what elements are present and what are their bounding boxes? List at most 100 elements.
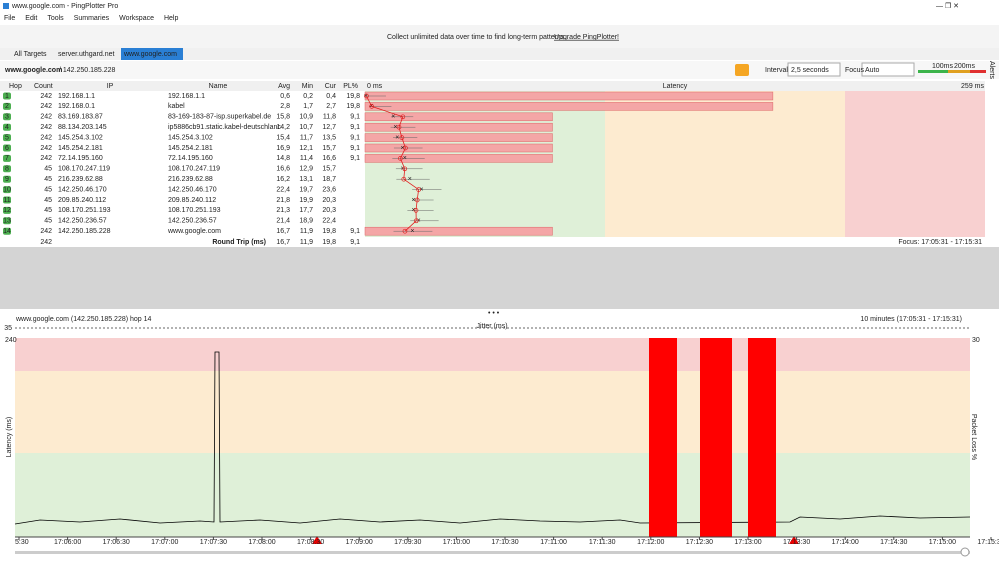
cell: 13 [3, 218, 11, 225]
cell: 2,8 [280, 103, 290, 110]
avg-marker [403, 145, 408, 151]
cell: 19,9 [299, 197, 313, 204]
x-tick-label: 17:13:00 [734, 539, 761, 546]
menu-item[interactable]: Tools [47, 15, 64, 22]
cell: 12,7 [322, 124, 336, 131]
avg-marker [369, 104, 375, 109]
cell: 16,2 [276, 176, 290, 183]
x-tick-label: 17:13:30 [783, 539, 810, 546]
cell: 0,6 [280, 93, 290, 100]
cell: 19,7 [299, 186, 313, 193]
graph-max: 259 ms [961, 83, 984, 90]
timeline-title: www.google.com (142.250.185.228) hop 14 [15, 316, 152, 323]
cell: 142.250.46.170 [168, 186, 217, 193]
x-tick-label: 17:09:30 [394, 539, 421, 546]
interval-value: 2,5 seconds [791, 67, 829, 74]
interval-select[interactable] [787, 62, 841, 77]
cell: 5 [5, 134, 9, 141]
x-tick-label: 17:12:30 [686, 539, 713, 546]
cell: 72.14.195.160 [168, 155, 213, 162]
cell: 108.170.247.119 [58, 166, 110, 173]
cell: 242 [40, 228, 52, 235]
cell: 14 [3, 228, 11, 235]
cell: 19,8 [346, 93, 360, 100]
summary-count: 242 [40, 239, 52, 246]
cell: 209.85.240.112 [168, 197, 216, 204]
cell: 10,9 [299, 114, 313, 121]
cell: kabel [168, 103, 185, 110]
menu-item[interactable]: Help [164, 15, 179, 22]
summary-cur: 19,8 [322, 239, 336, 246]
cur-marker: × [364, 93, 368, 100]
menu-item[interactable]: Edit [25, 15, 37, 22]
cell: 11,8 [323, 114, 336, 121]
packet-loss-bar [364, 133, 553, 142]
banner-link[interactable]: Upgrade PingPlotter! [554, 34, 619, 41]
packet-loss-bar [364, 112, 553, 122]
x-tick-label: 17:07:00 [151, 539, 178, 546]
svg-text:— ❐ ✕: — ❐ ✕ [936, 2, 959, 10]
y-max: 240 [5, 337, 17, 344]
hop-badge [3, 186, 11, 194]
cell: 7 [5, 155, 9, 162]
hop-badge [3, 165, 11, 173]
cell: 12 [3, 207, 11, 214]
cell: 45 [44, 176, 52, 183]
cell: 16,9 [276, 145, 290, 152]
x-tick-label: 17:15:00 [929, 539, 956, 546]
x-tick-label: 17:11:30 [589, 539, 616, 546]
menu-item[interactable]: File [4, 15, 15, 22]
packet-loss-bar [700, 338, 732, 537]
cell: 16,6 [322, 155, 336, 162]
x-tick-label: 17:12:00 [637, 539, 664, 546]
cur-marker: × [419, 186, 423, 193]
x-tick-label: 17:08:30 [297, 539, 324, 546]
tab[interactable]: All Targets [14, 51, 47, 58]
hop-badge [3, 175, 11, 183]
cell: 16,7 [276, 228, 290, 235]
hop-badge [3, 92, 11, 100]
cur-marker: × [412, 207, 416, 214]
hop-badge [3, 227, 11, 235]
summary-label: Round Trip (ms) [212, 239, 266, 246]
tab[interactable]: www.google.com [123, 51, 177, 58]
cell: 45 [44, 207, 52, 214]
jitter-label: Jitter (ms) [476, 323, 507, 330]
tab[interactable]: server.uthgard.net [58, 51, 114, 58]
packet-loss-bar [364, 102, 774, 111]
packet-loss-bar [364, 143, 553, 153]
svg-text:• • •: • • • [488, 310, 500, 317]
cell: 142.250.236.57 [58, 218, 107, 225]
cell: 45 [44, 218, 52, 225]
cell: 242 [40, 114, 52, 121]
x-tick-label: 17:06:00 [54, 539, 81, 546]
cell: 21,8 [276, 197, 290, 204]
cell: 242 [40, 145, 52, 152]
pause-button[interactable] [735, 64, 749, 76]
cell: 11,4 [300, 155, 313, 162]
column-header: Name [209, 83, 228, 90]
cell: 14,8 [276, 155, 290, 162]
y-label: Latency (ms) [6, 417, 13, 457]
cur-marker: × [410, 228, 414, 235]
hop-badge [3, 102, 11, 110]
cell: 83.169.183.87 [58, 114, 103, 121]
cur-marker: × [417, 218, 421, 225]
packet-loss-bar [649, 338, 677, 537]
menu-item[interactable]: Workspace [119, 15, 154, 22]
cell: 242 [40, 93, 52, 100]
x-tick-label: 17:14:30 [880, 539, 907, 546]
y2-max: 30 [972, 337, 980, 344]
cell: 9,1 [350, 114, 360, 121]
focus-select[interactable] [861, 62, 915, 77]
target-name: www.google.com [4, 67, 62, 74]
cell: 0,4 [326, 93, 336, 100]
cell: 10,7 [299, 124, 313, 131]
cell: 1,7 [303, 103, 313, 110]
menu-item[interactable]: Summaries [74, 15, 110, 22]
avg-marker [416, 187, 421, 192]
scrollbar[interactable] [15, 551, 970, 554]
cell: 10 [3, 186, 11, 193]
cell: 142.250.46.170 [58, 186, 107, 193]
